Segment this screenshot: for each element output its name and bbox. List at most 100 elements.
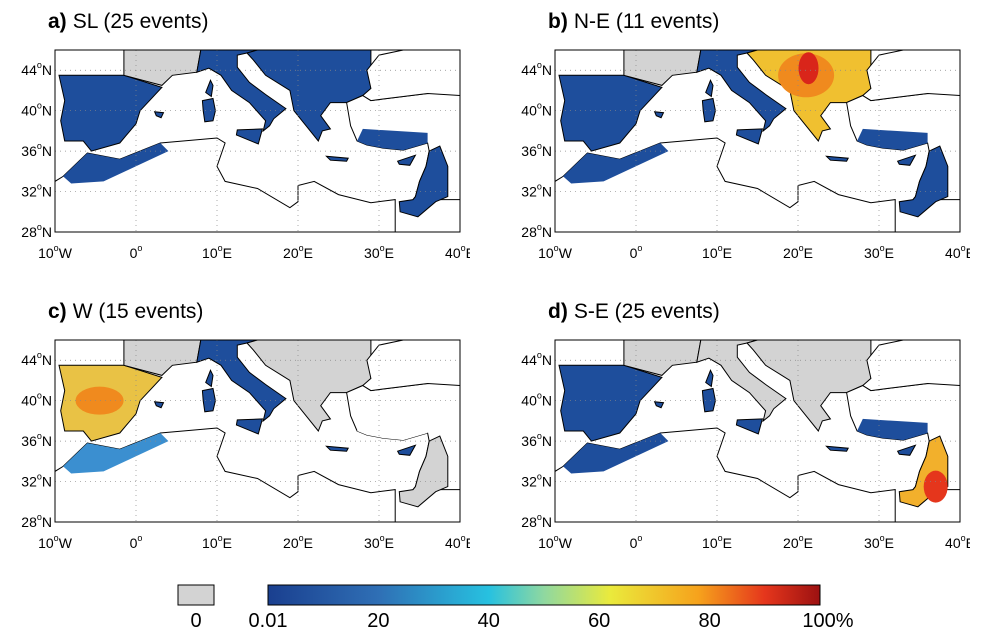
lon-tick-label: 10oE [702, 533, 732, 551]
map-plot: 10oW 0o 10oE 20oE 30oE 40oE 44oN 40oN 36oN 32oN 28… [21, 339, 470, 551]
lat-tick-label: 44oN [21, 350, 52, 368]
hotspot-balkans-core [798, 52, 819, 85]
lat-tick-label: 44oN [521, 60, 552, 78]
island [153, 111, 165, 119]
lat-tick-label: 40oN [521, 101, 552, 119]
land-levant [898, 145, 949, 218]
lat-tick-label: 28oN [521, 222, 552, 240]
map-frame [54, 339, 461, 523]
island [705, 79, 714, 98]
island [825, 155, 849, 162]
panel-letter: d) [548, 300, 568, 323]
lat-tick-label: 32oN [521, 182, 552, 200]
panel-title: b) N-E (11 events) [548, 10, 719, 34]
island [325, 445, 349, 452]
lat-tick-label: 36oN [521, 141, 552, 159]
lat-tick-label: 40oN [21, 101, 52, 119]
lat-tick-label: 44oN [21, 60, 52, 78]
land-italy [196, 50, 287, 133]
lat-tick-label: 28oN [21, 222, 52, 240]
panel-title: a) SL (25 events) [48, 10, 208, 34]
colorbar-gradient [267, 584, 821, 606]
colorbar-zero-swatch [177, 584, 215, 606]
panel-title: c) W (15 events) [48, 300, 203, 324]
land-anatolia-coast [357, 128, 428, 151]
lon-tick-label: 30oE [364, 243, 394, 261]
land-france [123, 50, 202, 86]
land-levant [398, 435, 449, 508]
lon-tick-label: 0o [630, 243, 643, 261]
lon-tick-label: 10oE [202, 243, 232, 261]
panel-title-text: W (15 events) [72, 300, 204, 323]
lon-tick-label: 0o [630, 533, 643, 551]
island [701, 387, 716, 413]
lon-tick-label: 20oE [283, 533, 313, 551]
island [201, 97, 216, 123]
island [896, 154, 917, 166]
land-anatolia-coast [357, 418, 428, 441]
land-blackSea [361, 340, 460, 392]
land-blackSea [861, 50, 960, 102]
land-levant [398, 145, 449, 218]
colorbar-tick-label: 0.01 [248, 610, 288, 632]
panel-letter: a) [48, 10, 67, 33]
map-plot: 10oW 0o 10oE 20oE 30oE 40oE 44oN 40oN 36oN 32oN 28… [521, 49, 970, 261]
land-iberia [58, 74, 163, 152]
map-plot: 10oW 0o 10oE 20oE 30oE 40oE 44oN 40oN 36oN 32oN 28… [21, 49, 470, 261]
island [896, 444, 917, 456]
colorbar-tick-label: 100% [802, 610, 854, 632]
land-italy [696, 50, 787, 133]
lon-tick-label: 10oE [702, 243, 732, 261]
lon-tick-label: 20oE [283, 243, 313, 261]
island [396, 444, 417, 456]
land-maghreb-coast [563, 143, 669, 184]
land-italy [696, 340, 787, 423]
lon-tick-label: 30oE [864, 533, 894, 551]
island [825, 445, 849, 452]
lat-tick-label: 28oN [21, 512, 52, 530]
land-maghreb-coast [563, 433, 669, 474]
island [235, 128, 264, 145]
lat-tick-label: 32oN [521, 472, 552, 490]
island [701, 97, 716, 123]
land-maghreb-coast [63, 433, 169, 474]
colorbar-tick-label: 40 [477, 610, 500, 632]
island [735, 418, 764, 435]
panel-letter: c) [48, 300, 67, 323]
land-anatolia-coast [857, 128, 928, 151]
map-frame [54, 49, 461, 233]
map-frame [554, 339, 961, 523]
lat-tick-label: 40oN [21, 391, 52, 409]
lon-tick-label: 20oE [783, 533, 813, 551]
lat-tick-label: 32oN [21, 472, 52, 490]
hotspot-levant [923, 470, 948, 503]
lat-tick-label: 40oN [521, 391, 552, 409]
island [705, 369, 714, 388]
land-anatolia-coast [857, 418, 928, 441]
lat-tick-label: 32oN [21, 182, 52, 200]
lat-tick-label: 36oN [21, 141, 52, 159]
island [235, 418, 264, 435]
island [653, 111, 665, 119]
map-panel: b)N-E (11 events) 10oW 0o 10oE 20oE 30oE 40oE 4… [500, 0, 970, 280]
colorbar-tick-label: 60 [588, 610, 611, 632]
lon-tick-label: 40oE [445, 243, 470, 261]
map-plot: 10oW 0o 10oE 20oE 30oE 40oE 44oN 40oN 36oN 32oN 28… [521, 339, 970, 551]
land-italy [196, 340, 287, 423]
island [153, 401, 165, 409]
lon-tick-label: 30oE [364, 533, 394, 551]
colorbar-zero-label: 0 [190, 610, 202, 632]
lon-tick-label: 10oW [38, 243, 73, 261]
lon-tick-label: 40oE [945, 243, 970, 261]
land-maghreb-coast [63, 143, 169, 184]
panel-title-text: S-E (25 events) [573, 300, 720, 323]
lat-tick-label: 36oN [521, 431, 552, 449]
map-frame [554, 49, 961, 233]
hotspot-iberia [75, 386, 124, 415]
lon-tick-label: 40oE [945, 533, 970, 551]
island [396, 154, 417, 166]
land-france [123, 340, 202, 376]
lon-tick-label: 40oE [445, 533, 470, 551]
island [653, 401, 665, 409]
map-panel: a)SL (25 events) 10oW 0o 10oE 20oE 30oE 40oE 44… [0, 0, 470, 280]
